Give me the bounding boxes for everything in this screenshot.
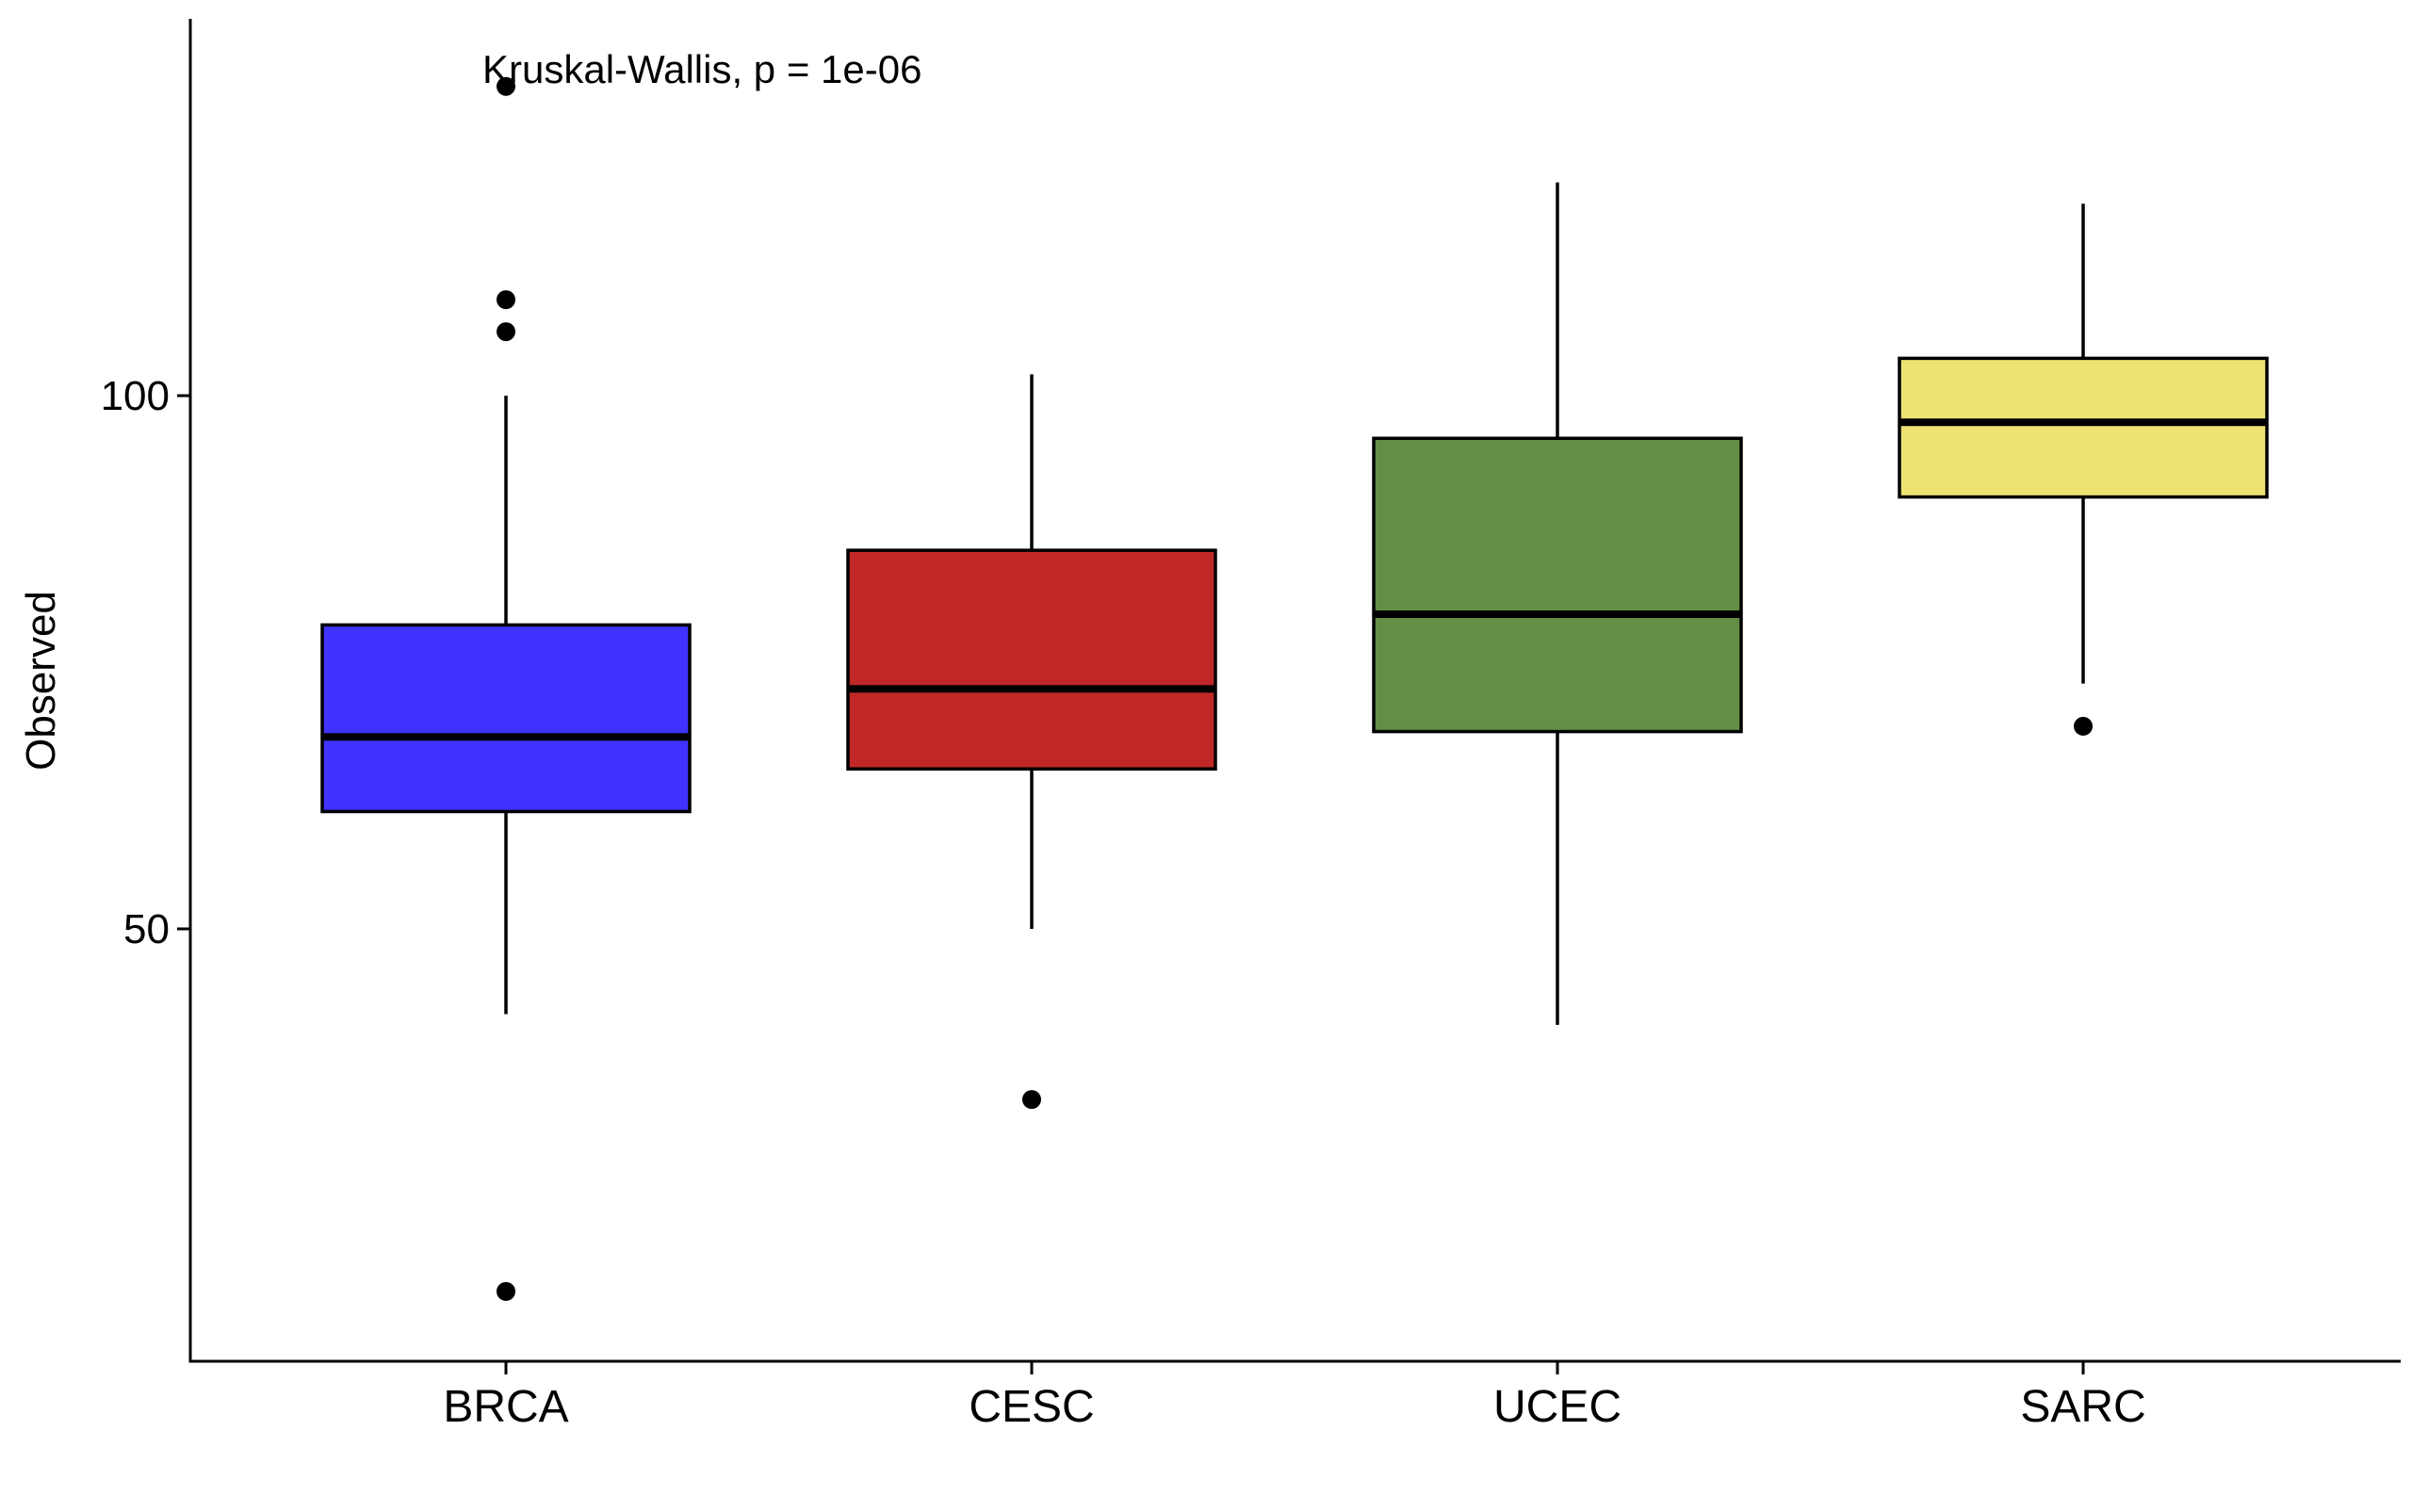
iqr-box xyxy=(1898,356,2269,499)
iqr-box xyxy=(846,548,1217,771)
outlier-point xyxy=(497,1281,515,1301)
outlier-point xyxy=(497,322,515,342)
axes-layer: 50 100 BRCA CESC UCEC SARC xyxy=(101,19,2401,1432)
outlier-point xyxy=(497,290,515,310)
x-tick-label-ucec: UCEC xyxy=(1493,1382,1622,1432)
iqr-box xyxy=(320,623,692,814)
box-group-sarc xyxy=(1898,203,2269,736)
y-tick-label: 100 xyxy=(101,373,170,419)
box-group-cesc xyxy=(846,374,1217,1110)
y-tick-label: 50 xyxy=(123,906,170,952)
kruskal-wallis-annotation: Kruskal-Wallis, p = 1e-06 xyxy=(482,47,921,91)
outlier-point xyxy=(497,76,515,96)
iqr-box xyxy=(1372,436,1743,734)
boxes-layer xyxy=(320,76,2269,1301)
box-group-ucec xyxy=(1372,182,1743,1025)
x-tick-label-sarc: SARC xyxy=(2020,1382,2145,1432)
outlier-point xyxy=(1022,1090,1041,1110)
x-tick-label-brca: BRCA xyxy=(443,1382,568,1432)
outlier-point xyxy=(2074,716,2093,736)
x-tick-label-cesc: CESC xyxy=(969,1382,1094,1432)
y-axis-label: Observed xyxy=(18,591,64,771)
x-ticks: BRCA CESC UCEC SARC xyxy=(443,1361,2146,1432)
box-group-brca xyxy=(320,76,692,1301)
y-ticks: 50 100 xyxy=(101,373,190,952)
